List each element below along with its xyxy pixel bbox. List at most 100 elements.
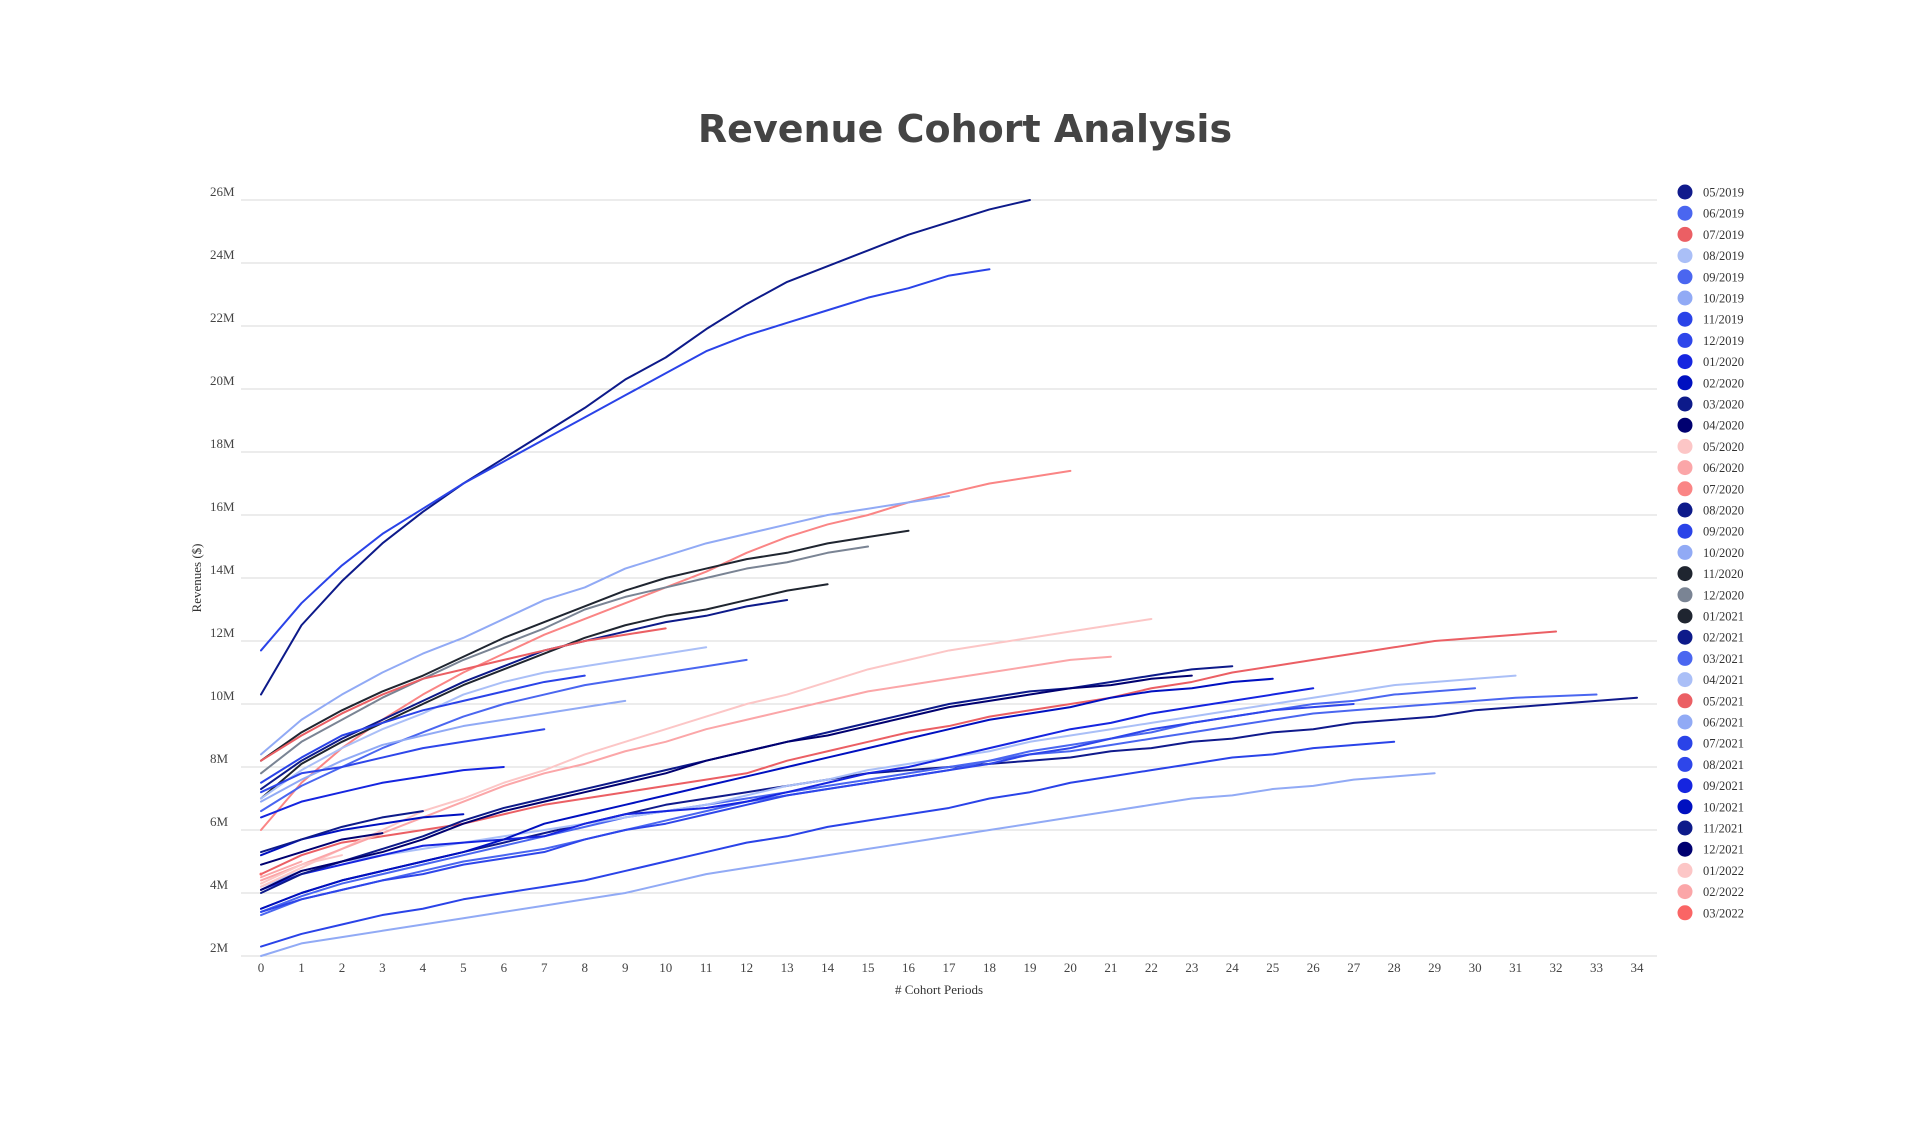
legend-label: 01/2022 [1703,864,1744,878]
series-line-12-2019 [260,703,1355,913]
legend-swatch [1677,375,1693,391]
legend-item[interactable]: 03/2021 [1677,650,1744,666]
x-tick-label: 31 [1509,960,1522,975]
legend-item[interactable]: 12/2021 [1677,841,1744,857]
legend-item[interactable]: 06/2020 [1677,460,1744,476]
legend-item[interactable]: 02/2022 [1677,884,1744,900]
legend-item[interactable]: 07/2020 [1677,481,1744,497]
x-axis-title: # Cohort Periods [895,982,983,997]
legend-item[interactable]: 10/2020 [1677,544,1744,560]
y-tick-label: 10M [210,688,235,703]
legend-swatch [1677,269,1693,285]
legend-item[interactable]: 09/2019 [1677,269,1744,285]
legend-item[interactable]: 07/2019 [1677,226,1744,242]
legend-label: 07/2021 [1703,737,1744,751]
legend-item[interactable]: 01/2020 [1677,354,1744,370]
x-tick-label: 22 [1145,960,1158,975]
legend-swatch [1677,650,1693,666]
x-tick-label: 25 [1266,960,1279,975]
legend-item[interactable]: 12/2020 [1677,587,1744,603]
legend-swatch [1677,714,1693,730]
legend-item[interactable]: 11/2020 [1677,566,1744,582]
legend-swatch [1677,756,1693,772]
legend-swatch [1677,693,1693,709]
legend-label: 12/2020 [1703,588,1744,602]
legend-swatch [1677,184,1693,200]
series-line-01-2020 [260,687,1315,891]
legend-swatch [1677,396,1693,412]
y-tick-label: 26M [210,184,235,199]
x-tick-label: 10 [659,960,672,975]
x-axis-ticks: 0 1 2 3 4 5 6 7 8 9 10 11 12 13 14 15 16 17 18 19 20 21 22 23 24… [258,960,1644,975]
legend-item[interactable]: 02/2020 [1677,375,1744,391]
x-tick-label: 6 [501,960,508,975]
legend-item[interactable]: 06/2021 [1677,714,1744,730]
y-tick-label: 20M [210,373,235,388]
series-line-10-2020 [260,495,950,756]
series-line-09-2021 [260,766,505,819]
series-line-11-2019 [260,740,1396,948]
x-tick-label: 29 [1428,960,1441,975]
legend-item[interactable]: 10/2019 [1677,290,1744,306]
x-tick-label: 2 [339,960,346,975]
legend-item[interactable]: 01/2022 [1677,862,1744,878]
legend-swatch [1677,248,1693,264]
series-lines [259,199,1638,957]
legend-label: 10/2020 [1703,546,1744,560]
legend-item[interactable]: 09/2020 [1677,523,1744,539]
legend-swatch [1677,438,1693,454]
legend-item[interactable]: 03/2020 [1677,396,1744,412]
y-tick-label: 4M [210,877,229,892]
legend-item[interactable]: 10/2021 [1677,799,1744,815]
x-tick-label: 3 [379,960,386,975]
x-tick-label: 21 [1104,960,1117,975]
series-line-04-2020 [260,674,1193,891]
legend-swatch [1677,205,1693,221]
legend-item[interactable]: 05/2021 [1677,693,1744,709]
legend-item[interactable]: 08/2020 [1677,502,1744,518]
legend-item[interactable]: 04/2021 [1677,672,1744,688]
legend-label: 09/2021 [1703,779,1744,793]
series-line-08-2020 [260,199,1031,696]
legend-label: 04/2020 [1703,419,1744,433]
legend-label: 11/2019 [1703,313,1744,327]
x-tick-label: 18 [983,960,996,975]
legend-item[interactable]: 07/2021 [1677,735,1744,751]
series-line-07-2021 [260,674,586,784]
series-line-12-2021 [260,832,384,866]
legend-swatch [1677,544,1693,560]
x-tick-label: 12 [740,960,753,975]
legend-item[interactable]: 08/2019 [1677,248,1744,264]
x-tick-label: 28 [1388,960,1401,975]
legend-swatch [1677,799,1693,815]
y-tick-label: 2M [210,940,229,955]
legend-label: 08/2020 [1703,504,1744,518]
x-tick-label: 17 [943,960,957,975]
legend-item[interactable]: 06/2019 [1677,205,1744,221]
legend-item[interactable]: 12/2019 [1677,332,1744,348]
series-line-06-2020 [260,655,1112,882]
x-tick-label: 33 [1590,960,1603,975]
legend-item[interactable]: 02/2021 [1677,629,1744,645]
legend-label: 07/2020 [1703,482,1744,496]
x-tick-label: 27 [1347,960,1361,975]
legend-item[interactable]: 11/2019 [1677,311,1744,327]
legend-swatch [1677,905,1693,921]
legend-item[interactable]: 05/2020 [1677,438,1744,454]
legend-item[interactable]: 04/2020 [1677,417,1744,433]
x-tick-label: 9 [622,960,629,975]
y-tick-label: 8M [210,751,229,766]
legend-item[interactable]: 08/2021 [1677,756,1744,772]
legend-label: 04/2021 [1703,673,1744,687]
legend-label: 05/2021 [1703,694,1744,708]
series-line-07-2019 [260,630,1558,876]
legend-item[interactable]: 05/2019 [1677,184,1744,200]
legend-item[interactable]: 01/2021 [1677,608,1744,624]
x-tick-label: 19 [1023,960,1036,975]
legend-item[interactable]: 03/2022 [1677,905,1744,921]
legend-item[interactable]: 11/2021 [1677,820,1744,836]
series-line-09-2020 [260,268,991,652]
legend-item[interactable]: 09/2021 [1677,778,1744,794]
legend-swatch [1677,587,1693,603]
legend-label: 09/2019 [1703,270,1744,284]
